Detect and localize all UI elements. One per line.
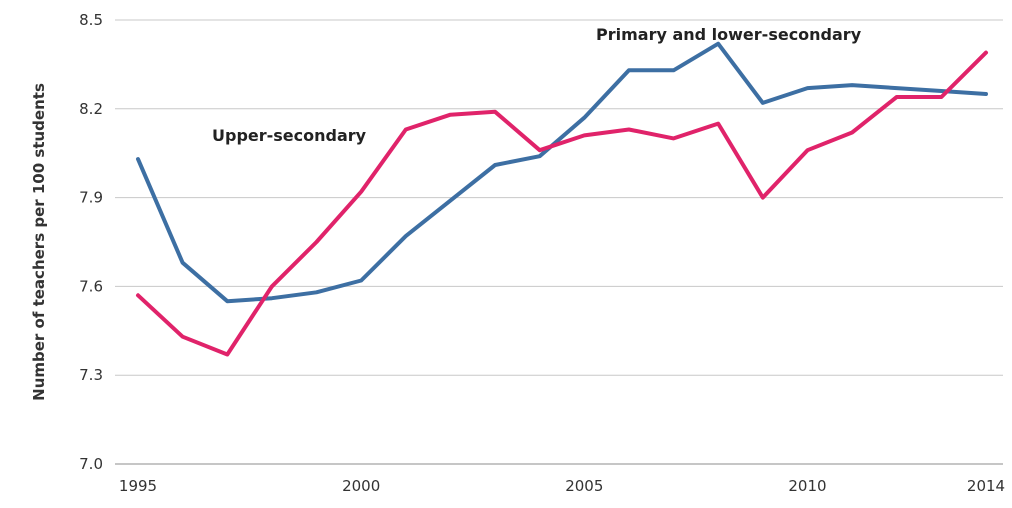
y-axis-title: Number of teachers per 100 students — [30, 83, 48, 401]
y-tick-label: 7.0 — [79, 455, 103, 473]
series-lines — [136, 41, 988, 357]
y-axis-ticks: 7.0 7.3 7.6 7.9 8.2 8.5 — [79, 11, 103, 473]
x-tick-label: 2000 — [342, 477, 380, 495]
y-tick-label: 7.6 — [79, 277, 103, 295]
x-tick-label: 2010 — [788, 477, 826, 495]
y-tick-label: 7.9 — [79, 189, 103, 207]
x-tick-label: 2005 — [565, 477, 603, 495]
x-tick-label: 2014 — [967, 477, 1005, 495]
series-label-primary: Primary and lower-secondary — [596, 25, 862, 44]
gridlines — [115, 19, 1003, 465]
y-tick-label: 8.2 — [79, 100, 103, 118]
series-label-upper: Upper-secondary — [212, 126, 367, 145]
y-tick-label: 7.3 — [79, 366, 103, 384]
series-line-upper-secondary — [136, 50, 988, 357]
x-axis-ticks: 1995 2000 2005 2010 2014 — [119, 477, 1005, 495]
series-line-primary-lower-secondary — [136, 41, 988, 304]
y-tick-label: 8.5 — [79, 11, 103, 29]
x-tick-label: 1995 — [119, 477, 157, 495]
